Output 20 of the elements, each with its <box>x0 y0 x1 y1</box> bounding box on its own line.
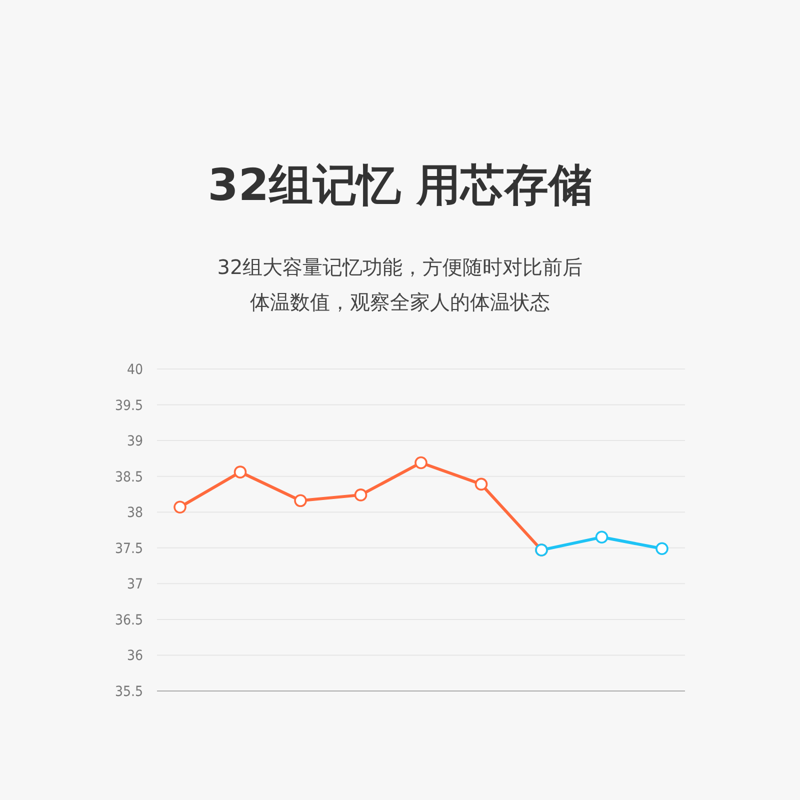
point <box>595 530 608 544</box>
point <box>474 478 488 491</box>
point <box>294 494 307 508</box>
point <box>656 542 668 556</box>
y-tick-label: 36 <box>126 648 143 664</box>
y-tick-label: 39.5 <box>114 398 143 414</box>
y-tick-label: 38.5 <box>114 469 143 486</box>
y-tick-label: 37.5 <box>114 540 143 557</box>
y-tick-label: 40 <box>126 362 143 378</box>
y-tick-label: 37 <box>126 576 143 593</box>
point <box>354 488 368 502</box>
point <box>174 500 186 514</box>
y-tick-label: 39 <box>126 434 143 450</box>
chart-title: 32组记忆 用芯存储 <box>208 160 592 211</box>
y-tick-label: 38 <box>126 505 143 522</box>
y-tick-label: 35.5 <box>114 684 143 700</box>
point <box>414 456 428 470</box>
y-tick-label: 36.5 <box>114 612 143 628</box>
point <box>234 466 247 478</box>
chart-subtitle: 32组大容量记忆功能，方便随时对比前后体温数值，观察全家人的体温状态 <box>216 254 584 316</box>
